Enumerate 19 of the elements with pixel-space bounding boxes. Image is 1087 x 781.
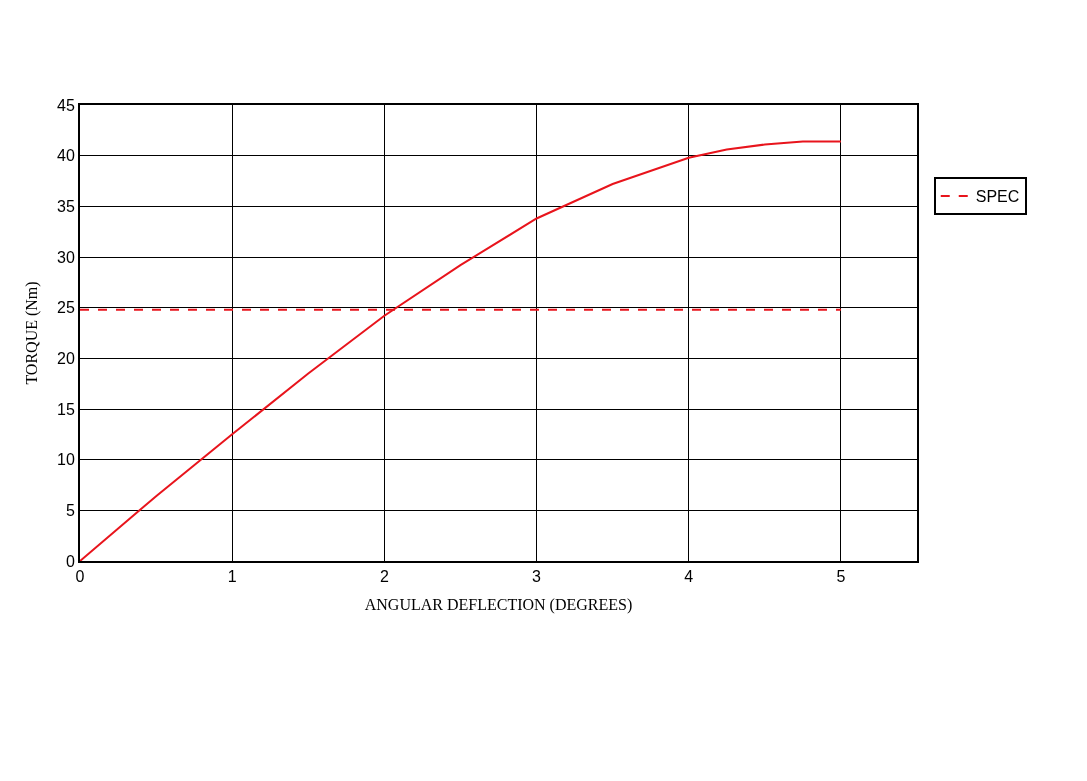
y-tick-label: 45: [57, 96, 75, 114]
y-tick-label: 5: [65, 501, 75, 519]
y-tick-label: 25: [57, 299, 75, 317]
line-series: [80, 140, 842, 561]
y-tick-label: 0: [65, 552, 75, 570]
y-tick-label: 20: [57, 349, 75, 367]
y-tick-label: 15: [57, 400, 75, 418]
x-axis-title: ANGULAR DEFLECTION (DEGREES): [364, 596, 633, 615]
x-tick-label: 2: [379, 568, 389, 586]
y-axis-title: TORQUE (Nm): [23, 281, 42, 385]
x-tick-label: 4: [684, 568, 694, 586]
y-tick-label: 35: [57, 197, 75, 215]
x-tick-label: 3: [532, 568, 542, 586]
y-tick-label: 10: [57, 451, 75, 469]
x-tick-label: 5: [836, 568, 846, 586]
x-tick-label: 1: [227, 568, 237, 586]
y-tick-label: 30: [57, 248, 75, 266]
legend-label: SPEC: [975, 188, 1020, 206]
y-tick-label: 40: [57, 147, 75, 165]
